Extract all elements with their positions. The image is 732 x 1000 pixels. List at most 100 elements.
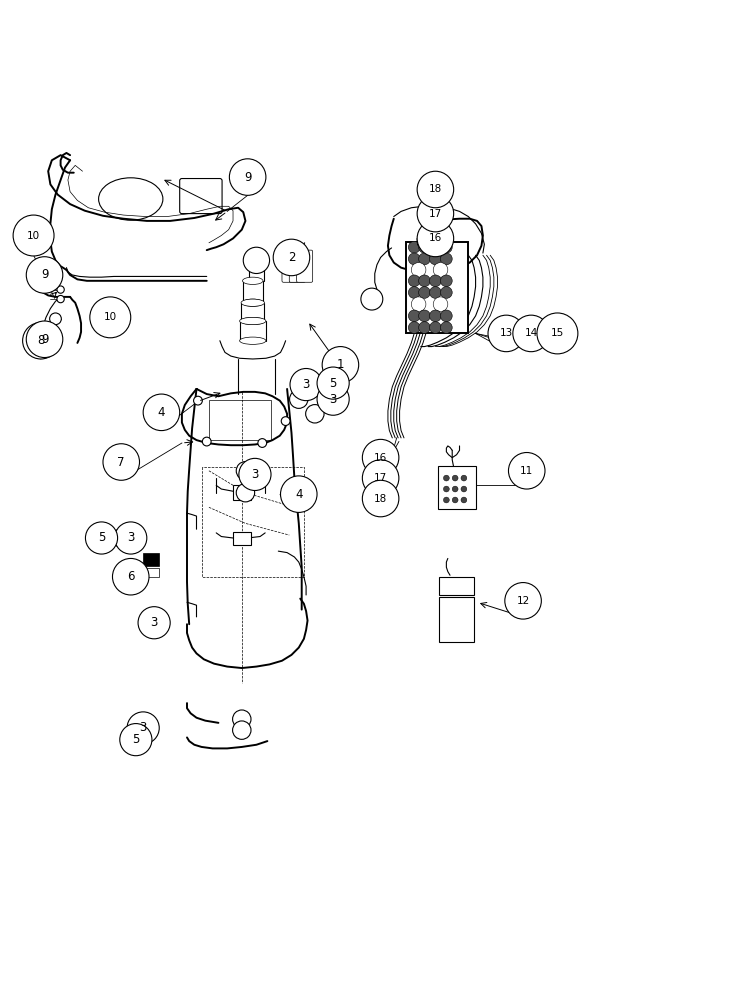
Circle shape (115, 522, 147, 554)
Text: 5: 5 (329, 377, 337, 390)
Circle shape (13, 215, 54, 256)
Circle shape (408, 310, 420, 322)
Circle shape (362, 439, 399, 476)
FancyBboxPatch shape (439, 597, 474, 642)
Circle shape (258, 439, 266, 447)
Circle shape (452, 475, 458, 481)
Circle shape (513, 315, 550, 352)
Text: 14: 14 (525, 328, 538, 338)
Circle shape (488, 315, 525, 352)
Circle shape (26, 321, 63, 358)
Circle shape (123, 535, 141, 553)
Circle shape (430, 322, 441, 333)
Circle shape (430, 241, 441, 253)
Circle shape (57, 295, 64, 303)
Text: 16: 16 (374, 453, 387, 463)
Circle shape (236, 483, 255, 502)
Circle shape (461, 475, 467, 481)
Circle shape (290, 368, 322, 401)
Circle shape (112, 529, 130, 547)
Text: 9: 9 (244, 171, 251, 184)
FancyBboxPatch shape (289, 250, 305, 282)
Circle shape (444, 497, 449, 503)
Ellipse shape (241, 317, 264, 325)
Text: 17: 17 (429, 209, 442, 219)
FancyBboxPatch shape (296, 250, 313, 282)
FancyBboxPatch shape (143, 553, 160, 566)
Circle shape (408, 253, 420, 265)
FancyBboxPatch shape (406, 242, 468, 333)
Circle shape (444, 475, 449, 481)
Circle shape (419, 275, 430, 287)
Text: 7: 7 (118, 456, 125, 469)
Circle shape (419, 310, 430, 322)
Circle shape (281, 417, 290, 425)
Circle shape (290, 390, 308, 408)
Circle shape (452, 497, 458, 503)
Circle shape (362, 480, 399, 517)
Circle shape (419, 322, 430, 333)
Circle shape (408, 322, 420, 333)
FancyBboxPatch shape (233, 485, 251, 500)
Circle shape (537, 313, 578, 354)
Circle shape (411, 263, 426, 277)
Circle shape (229, 159, 266, 195)
Circle shape (233, 721, 251, 739)
Text: 3: 3 (302, 378, 310, 391)
Circle shape (113, 558, 149, 595)
Circle shape (417, 220, 454, 257)
Text: 18: 18 (374, 494, 387, 504)
Text: 3: 3 (251, 468, 258, 481)
Text: 10: 10 (104, 312, 117, 322)
Circle shape (233, 710, 251, 728)
Text: 3: 3 (329, 393, 337, 406)
Circle shape (408, 241, 420, 253)
Circle shape (273, 239, 310, 276)
Ellipse shape (239, 337, 266, 344)
Circle shape (430, 275, 441, 287)
Circle shape (143, 394, 179, 431)
Text: 15: 15 (550, 328, 564, 338)
Circle shape (419, 253, 430, 265)
Text: 6: 6 (127, 570, 135, 583)
Circle shape (86, 522, 118, 554)
Circle shape (243, 247, 269, 274)
Circle shape (408, 275, 420, 287)
Ellipse shape (242, 299, 263, 306)
FancyBboxPatch shape (233, 532, 251, 545)
Circle shape (441, 241, 452, 253)
Circle shape (57, 286, 64, 293)
Text: 2: 2 (288, 251, 295, 264)
Text: 5: 5 (132, 733, 140, 746)
Circle shape (202, 437, 211, 446)
Circle shape (127, 712, 160, 744)
Ellipse shape (242, 277, 263, 284)
Circle shape (120, 724, 152, 756)
Circle shape (317, 383, 349, 415)
Circle shape (280, 476, 317, 512)
Circle shape (322, 347, 359, 383)
Text: 3: 3 (151, 616, 158, 629)
Circle shape (239, 458, 271, 491)
Circle shape (103, 444, 140, 480)
Circle shape (419, 241, 430, 253)
Text: 3: 3 (127, 531, 135, 544)
Circle shape (441, 275, 452, 287)
Circle shape (26, 257, 63, 293)
Circle shape (452, 486, 458, 492)
Text: 12: 12 (517, 596, 530, 606)
Text: 10: 10 (27, 231, 40, 241)
Text: 13: 13 (500, 328, 513, 338)
Circle shape (461, 486, 467, 492)
Circle shape (461, 497, 467, 503)
Text: 16: 16 (429, 233, 442, 243)
Circle shape (441, 322, 452, 333)
Circle shape (408, 287, 420, 298)
Text: 5: 5 (98, 531, 105, 544)
Circle shape (90, 297, 131, 338)
Circle shape (361, 288, 383, 310)
Circle shape (306, 405, 324, 423)
Text: 4: 4 (157, 406, 165, 419)
Circle shape (441, 310, 452, 322)
FancyBboxPatch shape (439, 577, 474, 595)
